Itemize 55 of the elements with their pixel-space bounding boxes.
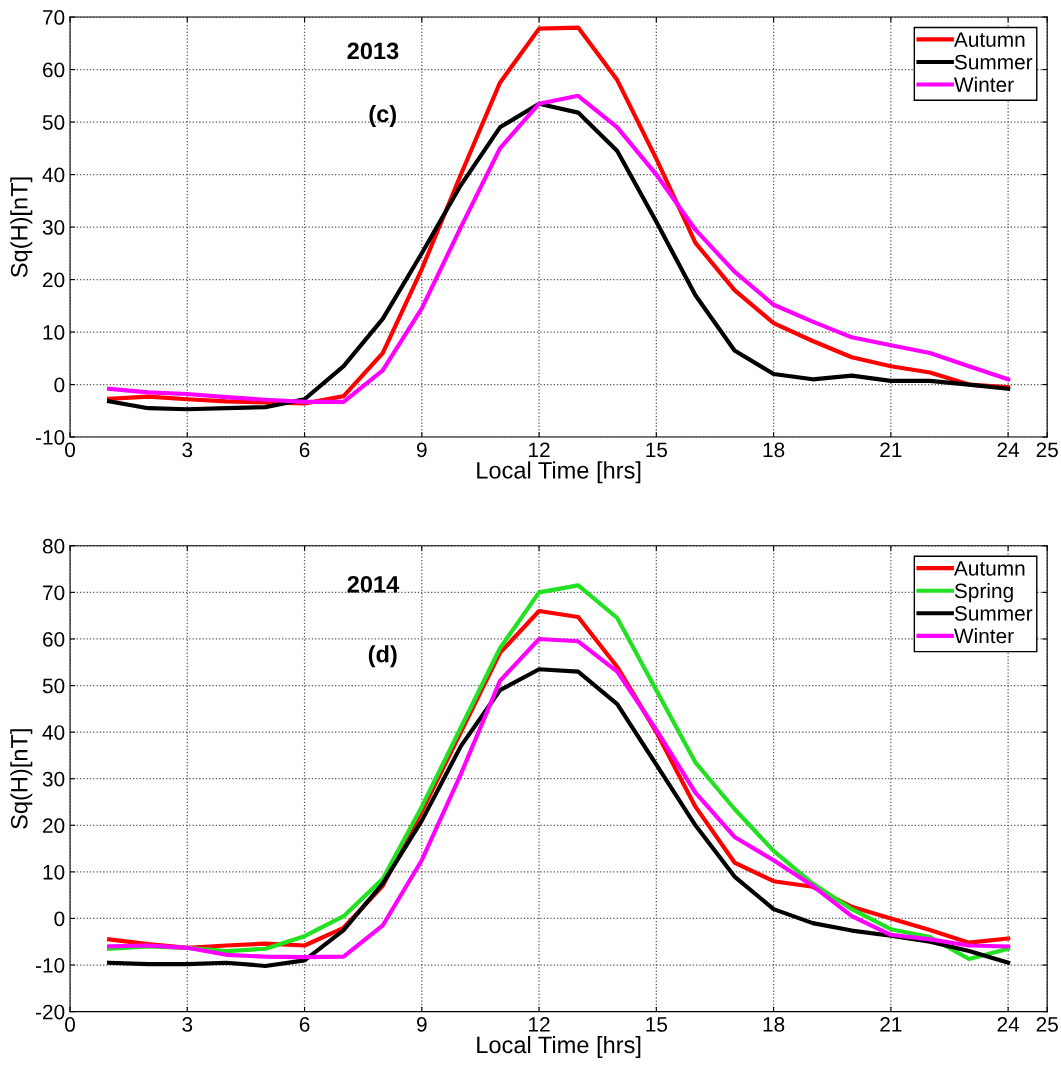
x-tick-label: 6	[299, 1017, 310, 1032]
legend-label: Autumn	[953, 561, 1025, 576]
y-axis-title: Sq(H)[nT]	[10, 177, 33, 278]
legend-label: Winter	[954, 628, 1014, 644]
x-tick-label: 25	[1036, 1017, 1058, 1032]
x-tick-label: 24	[997, 1017, 1020, 1032]
y-tick-label: 20	[43, 818, 65, 834]
y-tick-label: 80	[42, 538, 65, 554]
annotation: (c)	[369, 104, 396, 127]
legend-label: Summer	[954, 606, 1033, 621]
y-tick-label: 60	[43, 62, 65, 78]
legend-label: Summer	[954, 54, 1033, 70]
y-tick-label: 0	[54, 377, 65, 393]
legend-label: Winter	[954, 76, 1014, 93]
annotation: 2014	[347, 575, 400, 593]
x-tick-label: 18	[763, 1017, 785, 1032]
x-tick-label: 24	[997, 442, 1020, 458]
x-tick-label: 15	[646, 1017, 668, 1032]
y-tick-label: 40	[42, 167, 65, 183]
x-tick-label: 3	[182, 442, 193, 458]
y-tick-label: 60	[43, 631, 65, 647]
y-tick-label: 50	[42, 115, 65, 130]
x-tick-label: 0	[65, 1017, 75, 1032]
x-tick-label: 9	[417, 1017, 427, 1032]
y-tick-label: 30	[42, 771, 65, 787]
legend-label: Autumn	[953, 32, 1025, 47]
x-tick-label: 21	[880, 1017, 902, 1032]
y-tick-label: 70	[43, 10, 65, 25]
annotation: 2013	[347, 42, 399, 60]
x-tick-label: 12	[529, 442, 550, 458]
y-tick-label: 30	[42, 220, 65, 235]
y-tick-label: 20	[43, 272, 65, 288]
y-tick-label: -20	[35, 1004, 65, 1020]
x-tick-label: 9	[417, 442, 427, 458]
y-tick-label: -10	[35, 958, 65, 973]
x-tick-label: 0	[65, 442, 75, 458]
x-tick-label: 21	[880, 442, 902, 458]
x-tick-label: 25	[1036, 442, 1058, 458]
annotation: (d)	[368, 645, 397, 668]
x-tick-label: 15	[646, 442, 668, 458]
x-axis-title: Local Time [hrs]	[477, 461, 641, 484]
y-tick-label: 50	[42, 678, 65, 694]
x-tick-label: 3	[182, 1017, 193, 1032]
x-tick-label: 18	[763, 442, 785, 458]
y-axis-title: Sq(H)[nT]	[10, 729, 33, 829]
x-axis-title: Local Time [hrs]	[477, 1035, 641, 1058]
x-tick-label: 6	[299, 442, 310, 458]
y-tick-label: 10	[43, 864, 65, 880]
legend-label: Spring	[954, 582, 1013, 603]
y-tick-label: -10	[35, 430, 65, 445]
y-tick-label: 10	[43, 325, 65, 340]
y-tick-label: 40	[42, 725, 65, 740]
y-tick-label: 70	[43, 585, 65, 601]
y-tick-label: 0	[54, 911, 65, 927]
x-tick-label: 12	[529, 1017, 550, 1032]
